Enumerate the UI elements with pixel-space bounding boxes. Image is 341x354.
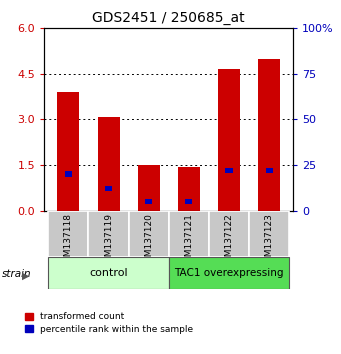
Bar [129, 211, 169, 257]
Bar [225, 168, 233, 173]
Bar [218, 69, 240, 211]
Title: GDS2451 / 250685_at: GDS2451 / 250685_at [92, 11, 245, 24]
Bar [57, 92, 79, 211]
Text: control: control [89, 268, 128, 278]
Text: ▶: ▶ [22, 270, 30, 280]
Text: GSM137121: GSM137121 [184, 213, 193, 268]
Bar [89, 211, 129, 257]
Bar [169, 211, 209, 257]
Text: GSM137120: GSM137120 [144, 213, 153, 268]
Bar [185, 199, 192, 204]
Bar [266, 168, 273, 173]
Bar [48, 211, 89, 257]
Bar [65, 171, 72, 177]
Bar [209, 211, 249, 257]
Bar [145, 199, 152, 204]
Bar [169, 257, 289, 289]
Text: strain: strain [2, 269, 31, 279]
Text: TAC1 overexpressing: TAC1 overexpressing [174, 268, 284, 278]
Bar [48, 257, 169, 289]
Bar [105, 186, 112, 192]
Bar [178, 167, 200, 211]
Legend: transformed count, percentile rank within the sample: transformed count, percentile rank withi… [25, 313, 193, 334]
Text: GSM137118: GSM137118 [64, 213, 73, 268]
Bar [138, 165, 160, 211]
Text: GSM137122: GSM137122 [224, 213, 234, 268]
Bar [249, 211, 289, 257]
Bar [98, 117, 120, 211]
Text: GSM137119: GSM137119 [104, 213, 113, 268]
Bar [258, 59, 280, 211]
Text: GSM137123: GSM137123 [265, 213, 274, 268]
